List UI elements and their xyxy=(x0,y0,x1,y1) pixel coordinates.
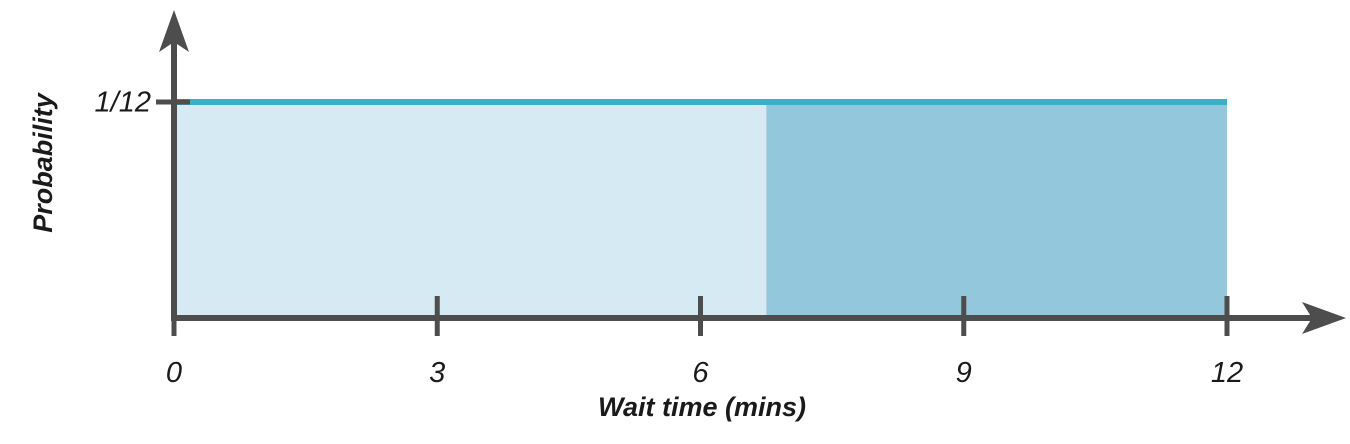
x-ticks: 0 3 6 9 12 xyxy=(166,296,1243,389)
x-tick-label: 3 xyxy=(429,357,445,389)
x-tick-label: 0 xyxy=(166,357,182,389)
shaded-region-2 xyxy=(766,102,1227,318)
y-axis-title: Probability xyxy=(28,91,58,233)
x-axis-arrowhead xyxy=(1302,302,1346,334)
x-axis-title: Wait time (mins) xyxy=(598,392,806,422)
x-tick-label: 12 xyxy=(1211,357,1243,389)
shaded-region-1 xyxy=(174,102,767,318)
x-tick-label: 9 xyxy=(956,357,972,389)
x-tick-label: 6 xyxy=(692,357,709,389)
y-tick-label: 1/12 xyxy=(95,87,151,119)
shaded-regions xyxy=(174,102,1227,318)
y-axis-arrowhead xyxy=(159,10,189,52)
